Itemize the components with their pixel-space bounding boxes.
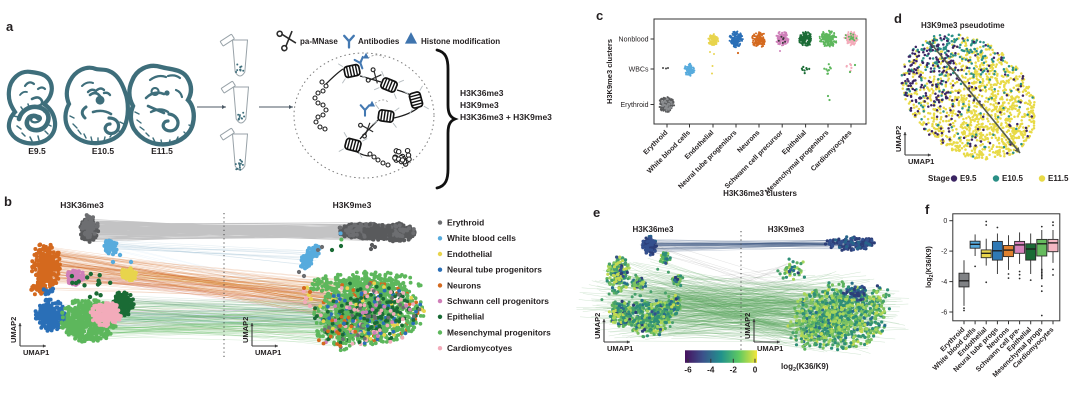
svg-text:H3K9me3 clusters: H3K9me3 clusters: [605, 39, 614, 104]
svg-text:H3K9me3: H3K9me3: [768, 225, 805, 234]
svg-text:Neurons: Neurons: [447, 280, 481, 290]
svg-text:E9.5: E9.5: [960, 174, 977, 183]
svg-text:-4: -4: [707, 366, 715, 375]
svg-text:-2: -2: [730, 366, 738, 375]
svg-text:Cardiomycotyes: Cardiomycotyes: [447, 343, 513, 353]
svg-text:-6: -6: [941, 310, 947, 317]
svg-text:UMAP2: UMAP2: [593, 313, 602, 339]
svg-text:E9.5: E9.5: [28, 146, 46, 156]
svg-text:E10.5: E10.5: [1002, 174, 1023, 183]
svg-text:b: b: [4, 194, 12, 209]
svg-text:UMAP2: UMAP2: [894, 126, 903, 152]
svg-text:H3K36me3: H3K36me3: [633, 225, 674, 234]
svg-text:UMAP1: UMAP1: [757, 344, 783, 353]
svg-text:Histone modification: Histone modification: [421, 37, 500, 46]
svg-text:Nonblood: Nonblood: [619, 37, 649, 44]
svg-text:H3K36me3: H3K36me3: [460, 88, 504, 98]
svg-text:e: e: [593, 205, 600, 220]
svg-text:White blood cells: White blood cells: [447, 233, 516, 243]
svg-text:UMAP1: UMAP1: [607, 344, 633, 353]
svg-text:WBCs: WBCs: [629, 67, 649, 74]
svg-text:H3K36me3: H3K36me3: [60, 200, 104, 210]
svg-text:UMAP1: UMAP1: [23, 348, 49, 357]
svg-text:f: f: [925, 202, 930, 217]
svg-text:d: d: [894, 11, 902, 26]
svg-text:E10.5: E10.5: [92, 146, 114, 156]
svg-text:0: 0: [753, 366, 758, 375]
svg-text:E11.5: E11.5: [151, 146, 173, 156]
svg-text:Epithelial: Epithelial: [447, 312, 484, 322]
svg-text:UMAP1: UMAP1: [255, 348, 281, 357]
svg-text:-2: -2: [941, 249, 947, 256]
svg-text:log2(K36/K9): log2(K36/K9): [781, 362, 829, 373]
svg-text:Antibodies: Antibodies: [358, 37, 400, 46]
svg-text:UMAP2: UMAP2: [9, 317, 18, 343]
svg-text:-6: -6: [684, 366, 692, 375]
svg-text:H3K9me3: H3K9me3: [460, 100, 499, 110]
svg-text:Stage: Stage: [928, 174, 950, 183]
svg-text:c: c: [596, 8, 603, 23]
svg-text:pa-MNase: pa-MNase: [300, 37, 338, 46]
svg-text:Erythroid: Erythroid: [447, 218, 484, 228]
svg-text:H3K9me3: H3K9me3: [333, 200, 372, 210]
svg-text:Erythroid: Erythroid: [620, 102, 648, 109]
svg-text:Neural tube progenitors: Neural tube progenitors: [447, 265, 542, 275]
svg-text:-4: -4: [941, 279, 947, 286]
svg-text:UMAP2: UMAP2: [743, 313, 752, 339]
svg-text:UMAP2: UMAP2: [241, 317, 250, 343]
svg-text:H3K36me3 clusters: H3K36me3 clusters: [723, 189, 797, 198]
svg-text:Endothelial: Endothelial: [447, 249, 492, 259]
svg-text:a: a: [6, 19, 14, 34]
svg-text:Schwann cell progenitors: Schwann cell progenitors: [447, 296, 549, 306]
svg-text:H3K36me3 + H3K9me3: H3K36me3 + H3K9me3: [460, 112, 552, 122]
svg-text:0: 0: [943, 218, 947, 225]
svg-text:E11.5: E11.5: [1048, 174, 1069, 183]
svg-text:Mesenchymal progenitors: Mesenchymal progenitors: [447, 327, 551, 337]
svg-text:H3K9me3 pseudotime: H3K9me3 pseudotime: [921, 21, 1005, 30]
svg-text:log2(K36/K9): log2(K36/K9): [926, 246, 935, 288]
svg-text:UMAP1: UMAP1: [908, 157, 934, 166]
